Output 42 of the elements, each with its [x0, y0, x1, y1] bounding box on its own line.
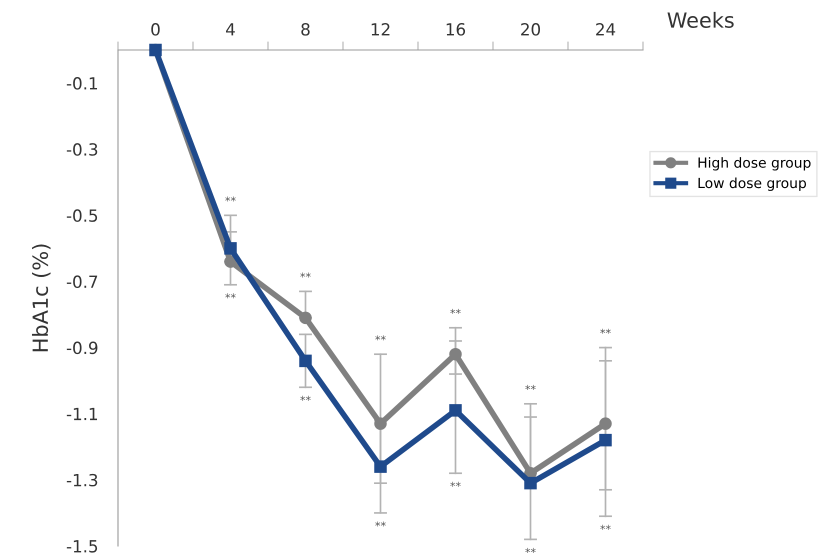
annotation: ** [225, 293, 236, 298]
annotation: ** [600, 524, 611, 530]
point [224, 242, 237, 255]
y-tick-label: -0.9 [66, 342, 98, 354]
point [299, 312, 312, 324]
point [524, 476, 537, 490]
annotation: ** [525, 548, 536, 553]
point [374, 417, 387, 430]
point [449, 348, 462, 360]
annotation: ** [450, 308, 461, 314]
annotation: ** [300, 396, 311, 401]
point [599, 434, 612, 446]
legend-label: Low dose group [698, 177, 806, 191]
y-tick-label: -0.1 [66, 77, 98, 90]
y-tick-label: -0.5 [66, 209, 98, 222]
x-axis-title: Weeks [667, 12, 734, 28]
x-tick-label: 0 [151, 23, 160, 36]
y-tick-label: -0.7 [66, 275, 98, 288]
point [599, 417, 612, 430]
x-tick-label: 16 [446, 23, 466, 36]
x-tick-label: 20 [521, 23, 540, 36]
annotation: ** [225, 196, 236, 202]
y-tick-label: -1.3 [66, 474, 98, 486]
annotation: ** [375, 335, 386, 340]
y-axis-title: HbA1c (%) [32, 244, 51, 352]
x-tick-label: 24 [596, 23, 616, 36]
point [374, 460, 387, 473]
legend-label: High dose group [698, 157, 811, 171]
annotation: ** [375, 521, 386, 527]
annotation: ** [450, 482, 461, 487]
y-tick-label: -1.1 [66, 408, 98, 420]
annotation: ** [525, 384, 536, 390]
x-tick-label: 4 [226, 23, 235, 36]
annotation: ** [600, 328, 611, 334]
annotation: ** [300, 272, 311, 278]
y-tick-label: -0.3 [66, 143, 98, 156]
point [299, 354, 312, 368]
x-tick-label: 12 [372, 23, 390, 36]
y-tick-label: -1.5 [66, 540, 98, 553]
x-tick-label: 8 [301, 23, 310, 36]
point [449, 404, 462, 417]
point [224, 255, 237, 268]
